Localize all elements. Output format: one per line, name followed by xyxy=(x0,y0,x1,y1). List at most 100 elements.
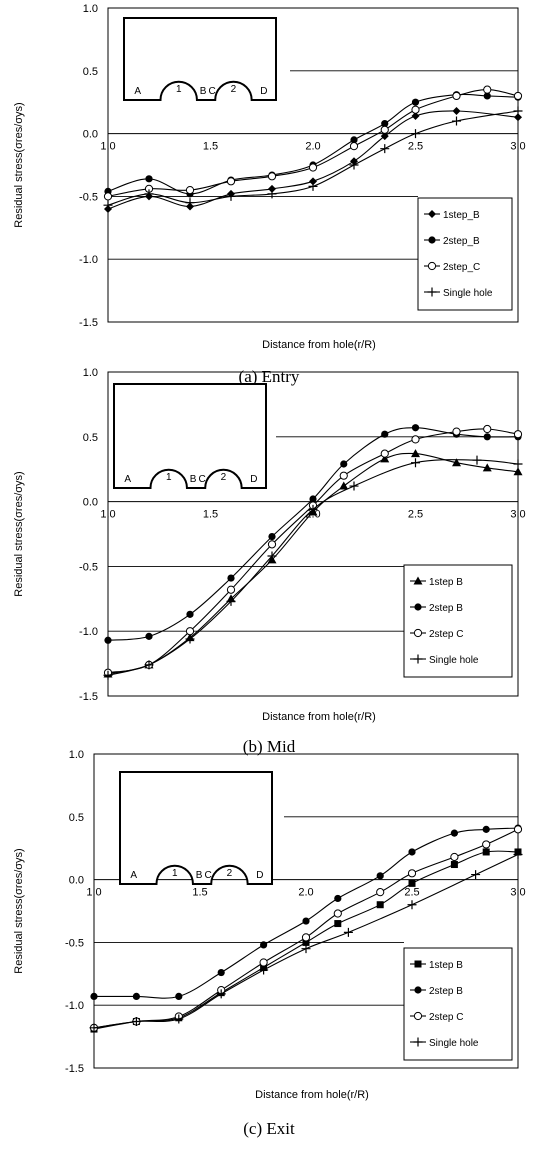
x-axis-title: Distance from hole(r/R) xyxy=(262,339,376,351)
data-point xyxy=(380,144,390,154)
legend-entry: 1step_B xyxy=(443,210,480,221)
series-4 xyxy=(103,106,523,210)
y-axis-title: Residual stress(σres/σys) xyxy=(13,102,25,227)
data-point xyxy=(411,112,420,121)
legend-marker xyxy=(413,654,423,664)
y-tick-label: 0.0 xyxy=(69,875,84,887)
data-point xyxy=(339,471,348,480)
data-point xyxy=(407,869,417,878)
data-point xyxy=(103,192,113,201)
legend-marker xyxy=(428,236,436,244)
data-point xyxy=(268,184,276,193)
data-point xyxy=(301,933,311,942)
data-point xyxy=(226,585,236,594)
y-tick-label: 0.5 xyxy=(69,812,84,824)
legend: 1step B 2step B 2step C Single hole xyxy=(403,564,513,678)
data-point xyxy=(411,129,420,139)
series-2 xyxy=(104,424,522,644)
series-3 xyxy=(103,424,523,677)
legend-marker xyxy=(413,1037,423,1047)
y-tick-label: -1.5 xyxy=(79,691,98,703)
inset-label: D xyxy=(260,86,267,97)
data-point xyxy=(513,91,523,101)
x-axis-title: Distance from hole(r/R) xyxy=(255,1089,369,1101)
specimen-outline xyxy=(119,771,273,885)
legend-entry: 2step_B xyxy=(443,236,480,247)
data-point xyxy=(482,825,490,833)
legend-marker xyxy=(413,576,423,585)
data-point xyxy=(89,1023,99,1033)
data-point xyxy=(103,670,113,680)
data-point xyxy=(471,870,481,880)
legend-entry: Single hole xyxy=(429,655,479,666)
legend-marker xyxy=(427,261,437,271)
legend-marker xyxy=(414,960,422,968)
data-point xyxy=(308,181,318,191)
data-point xyxy=(411,449,420,458)
legend-entry: Single hole xyxy=(429,1038,479,1049)
data-point xyxy=(259,958,268,967)
data-point xyxy=(380,449,389,458)
data-point xyxy=(513,825,523,834)
data-point xyxy=(267,540,277,549)
x-tick-label: 1.5 xyxy=(203,509,218,521)
inset-label: B xyxy=(200,86,207,97)
data-point xyxy=(343,927,353,937)
x-tick-label: 2.0 xyxy=(305,141,320,153)
inset-label: A xyxy=(130,870,137,881)
data-point xyxy=(104,636,112,644)
data-point xyxy=(482,840,491,849)
series-4 xyxy=(89,849,523,1033)
inset-label: A xyxy=(124,474,131,485)
data-point xyxy=(90,992,98,1001)
panel-caption: (c) Exit xyxy=(243,1119,295,1138)
data-point xyxy=(302,917,310,925)
data-point xyxy=(513,106,523,116)
y-tick-label: -1.5 xyxy=(79,317,98,329)
y-axis-title: Residual stress(σres/σys) xyxy=(13,471,25,596)
inset-label: D xyxy=(250,474,257,485)
data-point xyxy=(483,433,491,441)
data-point xyxy=(349,160,359,170)
inset-label: B xyxy=(196,870,203,881)
data-point xyxy=(131,1017,141,1027)
x-tick-label: 2.0 xyxy=(298,887,313,899)
data-point xyxy=(267,551,277,561)
data-point xyxy=(452,458,461,467)
series-line xyxy=(107,459,519,676)
specimen-outline xyxy=(123,17,277,101)
y-tick-label: -0.5 xyxy=(79,191,98,203)
x-tick-label: 3.0 xyxy=(510,141,525,153)
data-point xyxy=(381,119,389,128)
data-point xyxy=(145,632,153,640)
data-point xyxy=(513,430,523,439)
data-point xyxy=(226,191,236,201)
data-point xyxy=(452,91,461,101)
data-point xyxy=(309,177,317,186)
legend-marker xyxy=(414,603,422,611)
x-tick-label: 3.0 xyxy=(510,887,525,899)
data-point xyxy=(339,481,349,490)
y-tick-label: 0.0 xyxy=(83,129,98,141)
y-axis-title: Residual stress(σres/σys) xyxy=(13,848,25,973)
specimen-outline xyxy=(113,383,267,489)
legend-marker xyxy=(413,1011,423,1021)
data-point xyxy=(349,142,359,151)
legend-marker xyxy=(414,986,422,994)
legend-box xyxy=(403,947,513,1061)
data-point xyxy=(376,901,384,909)
y-tick-label: 0.5 xyxy=(83,432,98,444)
y-tick-label: 1.0 xyxy=(83,367,98,379)
inset-label: A xyxy=(134,86,141,97)
series-line xyxy=(107,110,519,210)
data-point xyxy=(513,467,523,476)
data-point xyxy=(411,424,420,432)
legend-entry: 2step_C xyxy=(443,262,480,273)
data-point xyxy=(472,455,482,465)
x-tick-label: 1.0 xyxy=(86,887,101,899)
data-point xyxy=(450,861,458,869)
data-point xyxy=(103,200,113,210)
x-tick-label: 2.5 xyxy=(408,141,423,153)
legend-entry: 2step C xyxy=(429,629,463,640)
